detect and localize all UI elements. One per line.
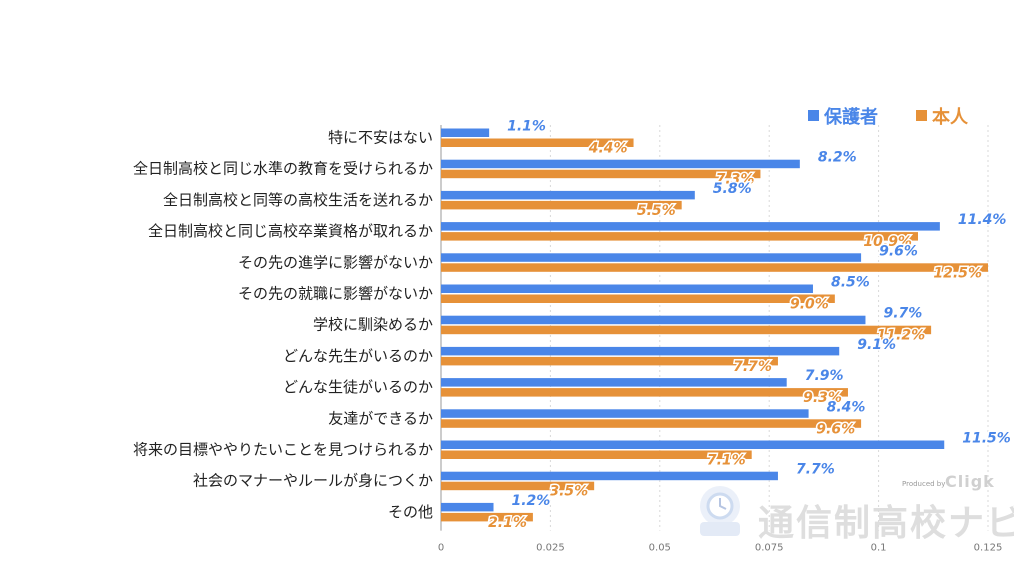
bar-guardian <box>441 190 695 200</box>
category-label: 特に不安はない <box>328 129 433 147</box>
data-label-student: 12.5% <box>933 265 982 281</box>
site-watermark: Produced by Cligk 通信制高校ナビ <box>690 472 1014 544</box>
bar-student <box>441 450 752 459</box>
category-label: 全日制高校と同等の高校生活を送れるか <box>163 191 433 209</box>
data-label-guardian: 9.7% <box>883 306 922 322</box>
category-label: 友達ができるか <box>328 409 433 427</box>
data-label-student: 4.4% <box>588 141 628 157</box>
data-label-student: 10.9% <box>863 234 912 250</box>
bar-guardian <box>441 378 787 387</box>
site-name-text: 通信制高校ナビ <box>758 503 1014 544</box>
bar-guardian <box>441 409 809 418</box>
x-tick-label: 0.075 <box>755 543 784 554</box>
brand-logo-text: Cligk <box>945 472 995 491</box>
category-label: その先の就職に影響がないか <box>238 285 433 303</box>
category-label: その他 <box>388 503 433 521</box>
data-label-guardian: 11.4% <box>958 212 1007 228</box>
category-label: その先の進学に影響がないか <box>238 253 433 271</box>
bar-guardian <box>441 159 800 169</box>
bar-student <box>441 138 634 147</box>
category-label: どんな先生がいるのか <box>283 347 433 365</box>
data-label-guardian: 5.8% <box>713 181 752 197</box>
data-label-guardian: 8.4% <box>827 399 866 415</box>
bar-student <box>441 481 595 491</box>
produced-by-text: Produced by <box>902 480 946 488</box>
data-label-guardian: 8.2% <box>818 150 857 166</box>
bar-student <box>441 356 778 366</box>
bar-guardian <box>441 471 778 481</box>
data-label-student: 3.5% <box>549 484 588 500</box>
legend-swatch-guardian <box>808 110 819 121</box>
bar-student <box>441 388 848 397</box>
bar-student <box>441 512 533 522</box>
bar-student <box>441 263 988 272</box>
data-label-guardian: 9.6% <box>879 243 918 259</box>
data-label-student: 9.6% <box>816 421 855 437</box>
legend-swatch-student <box>916 110 927 121</box>
bar-guardian <box>441 502 494 512</box>
x-tick-label: 0.1 <box>871 543 887 554</box>
category-label: 社会のマナーやルールが身につくか <box>193 472 433 490</box>
bar-student <box>441 325 932 335</box>
bar-guardian <box>441 440 945 449</box>
data-label-guardian: 11.5% <box>962 431 1011 447</box>
bar-student <box>441 232 918 241</box>
category-label: 全日制高校と同じ水準の教育を受けられるか <box>133 160 433 178</box>
data-label-student: 5.5% <box>637 203 676 219</box>
bar-guardian <box>441 222 940 231</box>
data-label-guardian: 8.5% <box>831 275 870 291</box>
x-tick-label: 0.025 <box>536 543 565 554</box>
legend-label-student: 本人 <box>932 106 969 128</box>
x-tick-label: 0 <box>438 543 444 554</box>
bar-guardian <box>441 253 862 262</box>
category-label: 将来の目標ややりたいことを見つけられるか <box>133 441 433 459</box>
data-label-guardian: 7.9% <box>805 368 844 384</box>
bar-student <box>441 294 835 303</box>
data-label-guardian: 7.7% <box>796 462 835 478</box>
data-label-student: 7.3% <box>716 172 755 188</box>
category-label: 学校に馴染めるか <box>313 316 433 334</box>
bar-guardian <box>441 128 490 137</box>
data-label-student: 11.2% <box>877 328 926 344</box>
category-label: 全日制高校と同じ高校卒業資格が取れるか <box>148 222 433 240</box>
bar-student <box>441 200 682 210</box>
bar-student <box>441 169 761 179</box>
bar-guardian <box>441 315 866 325</box>
x-tick-label: 0.05 <box>649 543 671 554</box>
data-label-student: 9.0% <box>790 297 829 313</box>
data-label-guardian: 1.1% <box>507 119 546 135</box>
mascot-logo-icon <box>700 486 740 536</box>
data-label-guardian: 9.1% <box>857 337 896 353</box>
legend-label-guardian: 保護者 <box>823 106 878 128</box>
data-label-student: 2.1% <box>488 515 527 531</box>
bar-student <box>441 419 862 428</box>
x-tick-label: 0.125 <box>974 543 1003 554</box>
data-label-student: 7.7% <box>733 359 772 375</box>
data-label-student: 9.3% <box>803 390 842 406</box>
bar-guardian <box>441 346 840 356</box>
bar-guardian <box>441 284 813 293</box>
data-label-guardian: 1.2% <box>512 493 551 509</box>
category-label: どんな生徒がいるのか <box>283 378 433 396</box>
data-label-student: 7.1% <box>707 453 746 469</box>
